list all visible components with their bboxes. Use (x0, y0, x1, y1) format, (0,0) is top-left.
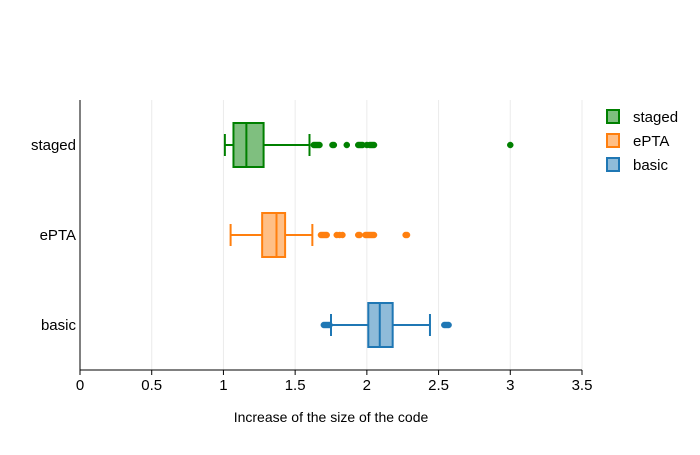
x-tick-label: 2 (363, 377, 371, 394)
legend-swatch (606, 157, 620, 172)
x-tick-label: 1 (219, 377, 227, 394)
x-tick-label: 2.5 (428, 377, 449, 394)
legend-swatch (606, 133, 620, 148)
outlier-point (339, 231, 346, 239)
outlier-point (323, 231, 330, 239)
outlier-point (326, 321, 333, 329)
outlier-point (370, 231, 378, 239)
y-category-label: basic (41, 317, 77, 334)
x-axis-title: Increase of the size of the code (234, 409, 429, 425)
legend-label: basic (633, 157, 669, 174)
y-category-label: staged (31, 137, 76, 154)
legend-item-basic[interactable]: basic (606, 157, 669, 174)
outlier-point (445, 321, 452, 329)
box-group-staged (223, 122, 514, 168)
legend-label: staged (633, 109, 678, 126)
outlier-point (370, 141, 378, 149)
outlier-point (316, 141, 323, 149)
box-group-basic (320, 302, 452, 348)
x-tick-label: 1.5 (285, 377, 306, 394)
legend-item-staged[interactable]: staged (606, 109, 678, 126)
legend-item-epta[interactable]: ePTA (606, 133, 669, 150)
y-category-label: ePTA (40, 227, 76, 244)
box-group-epta (229, 212, 411, 258)
axes: 0 0.5 1 1.5 2 2.5 3 3.5 staged ePTA basic (31, 100, 592, 394)
x-tick-label: 3 (506, 377, 514, 394)
outlier-point (343, 141, 351, 149)
outlier-point (330, 141, 338, 149)
legend: staged ePTA basic (606, 109, 678, 174)
iqr-box (261, 212, 287, 258)
x-tick-label: 0 (76, 377, 84, 394)
outlier-point (507, 141, 514, 149)
legend-label: ePTA (633, 133, 669, 150)
outlier-point (356, 231, 363, 239)
outlier-point (403, 231, 411, 239)
legend-swatch (606, 109, 620, 124)
x-tick-label: 0.5 (141, 377, 162, 394)
x-tick-label: 3.5 (572, 377, 593, 394)
iqr-box (232, 122, 265, 168)
box-series (223, 122, 514, 348)
